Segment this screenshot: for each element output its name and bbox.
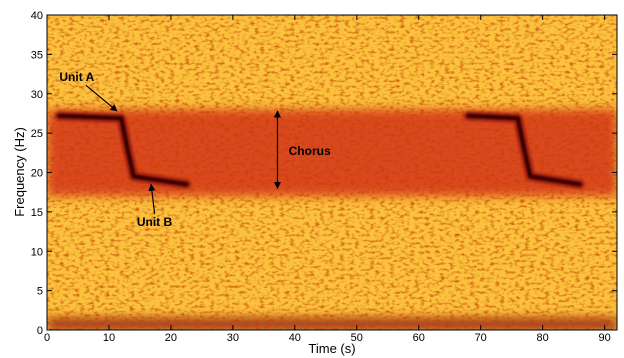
x-tick-label: 0 bbox=[44, 332, 50, 344]
y-tick-label: 5 bbox=[37, 286, 43, 298]
plot-area bbox=[47, 15, 617, 330]
annotation-unit-b: Unit B bbox=[137, 215, 173, 229]
heatmap-texture bbox=[47, 15, 617, 330]
call-contour bbox=[466, 113, 582, 187]
x-tick-label: 30 bbox=[227, 332, 239, 344]
x-tick-label: 80 bbox=[537, 332, 549, 344]
x-tick-label: 50 bbox=[351, 332, 363, 344]
call-contour bbox=[57, 113, 189, 187]
y-tick-label: 20 bbox=[31, 168, 43, 180]
x-tick-label: 70 bbox=[475, 332, 487, 344]
y-tick-label: 30 bbox=[31, 89, 43, 101]
x-tick-label: 40 bbox=[289, 332, 301, 344]
annotation-chorus: Chorus bbox=[289, 144, 331, 158]
annotation-layer: Unit A Unit B Chorus bbox=[59, 70, 331, 229]
x-tick-label: 10 bbox=[103, 332, 115, 344]
y-tick-label: 15 bbox=[31, 207, 43, 219]
y-tick-label: 35 bbox=[31, 49, 43, 61]
y-tick-label: 25 bbox=[31, 128, 43, 140]
x-tick-label: 20 bbox=[165, 332, 177, 344]
annotation-unit-a: Unit A bbox=[59, 70, 94, 84]
y-axis: 0 5 10 15 20 25 30 35 40 bbox=[31, 10, 617, 337]
annotation-arrow bbox=[148, 183, 156, 215]
x-axis-label: Time (s) bbox=[308, 341, 355, 356]
y-tick-label: 10 bbox=[31, 246, 43, 258]
x-tick-label: 60 bbox=[413, 332, 425, 344]
annotation-arrow bbox=[85, 84, 118, 112]
y-tick-label: 40 bbox=[31, 10, 43, 22]
x-tick-label: 90 bbox=[598, 332, 610, 344]
y-tick-label: 0 bbox=[37, 325, 43, 337]
call-layer bbox=[54, 111, 585, 189]
y-axis-label: Frequency (Hz) bbox=[12, 127, 27, 217]
x-axis: 0 10 20 30 40 50 60 70 80 90 bbox=[44, 15, 611, 344]
